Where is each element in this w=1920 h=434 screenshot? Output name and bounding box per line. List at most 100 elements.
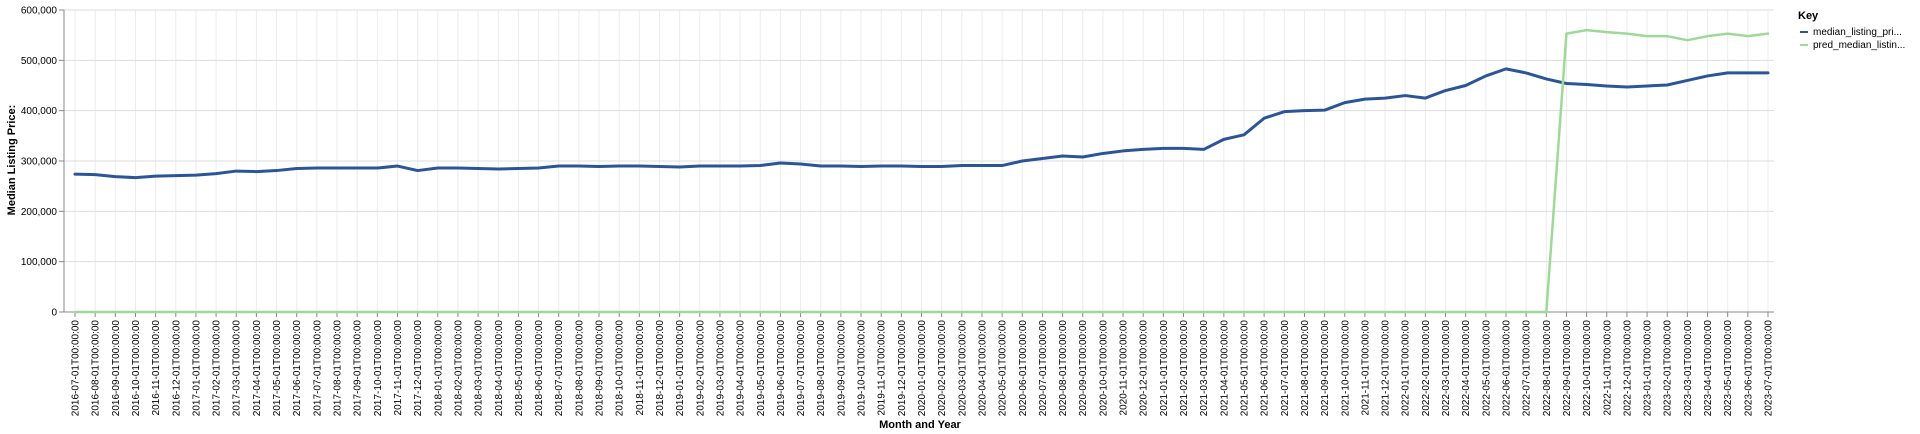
y-tick-label: 100,000 — [21, 257, 58, 268]
x-tick-label: 2017-05-01T00:00:00 — [272, 320, 283, 417]
x-tick-label: 2017-08-01T00:00:00 — [333, 320, 344, 417]
x-tick-label: 2018-05-01T00:00:00 — [514, 320, 525, 417]
x-tick-label: 2022-07-01T00:00:00 — [1522, 320, 1533, 417]
x-tick-label: 2022-06-01T00:00:00 — [1501, 320, 1512, 417]
x-tick-label: 2017-01-01T00:00:00 — [191, 320, 202, 417]
x-tick-label: 2020-12-01T00:00:00 — [1139, 320, 1150, 417]
x-tick-label: 2016-08-01T00:00:00 — [91, 320, 102, 417]
x-tick-label: 2019-08-01T00:00:00 — [816, 320, 827, 417]
x-tick-label: 2016-12-01T00:00:00 — [171, 320, 182, 417]
x-tick-label: 2018-08-01T00:00:00 — [574, 320, 585, 417]
x-tick-label: 2017-03-01T00:00:00 — [232, 320, 243, 417]
x-axis: 2016-07-01T00:00:00 2016-08-01T00:00:00 20… — [64, 311, 1775, 417]
x-tick-label: 2022-12-01T00:00:00 — [1622, 320, 1633, 417]
x-tick-label: 2019-05-01T00:00:00 — [756, 320, 767, 417]
x-tick-label: 2022-01-01T00:00:00 — [1401, 320, 1412, 417]
x-tick-label: 2022-10-01T00:00:00 — [1582, 320, 1593, 417]
x-tick-label: 2022-04-01T00:00:00 — [1461, 320, 1472, 417]
x-tick-label: 2023-03-01T00:00:00 — [1683, 320, 1694, 417]
x-tick-label: 2021-06-01T00:00:00 — [1260, 320, 1271, 417]
x-tick-label: 2017-04-01T00:00:00 — [252, 320, 263, 417]
x-tick-label: 2016-11-01T00:00:00 — [151, 320, 162, 416]
legend-title: Key — [1798, 10, 1819, 22]
x-tick-label: 2017-02-01T00:00:00 — [212, 320, 223, 417]
x-tick-label: 2020-01-01T00:00:00 — [917, 320, 928, 417]
series-line-1 — [73, 28, 1770, 314]
x-tick-label: 2018-10-01T00:00:00 — [615, 320, 626, 417]
x-tick-label: 2016-07-01T00:00:00 — [71, 320, 82, 417]
series-lines — [73, 28, 1770, 314]
x-tick-label: 2022-09-01T00:00:00 — [1562, 320, 1573, 417]
x-tick-label: 2019-10-01T00:00:00 — [857, 320, 868, 417]
grid-lines — [64, 9, 1774, 313]
x-tick-label: 2022-11-01T00:00:00 — [1602, 320, 1613, 416]
legend-label-pred: pred_median_listin... — [1813, 40, 1905, 51]
x-tick-label: 2018-11-01T00:00:00 — [635, 320, 646, 416]
x-tick-label: 2020-11-01T00:00:00 — [1119, 320, 1130, 416]
x-tick-label: 2017-12-01T00:00:00 — [413, 320, 424, 417]
x-tick-label: 2020-03-01T00:00:00 — [957, 320, 968, 417]
x-tick-label: 2021-12-01T00:00:00 — [1381, 320, 1392, 417]
x-tick-label: 2022-02-01T00:00:00 — [1421, 320, 1432, 417]
x-tick-label: 2021-01-01T00:00:00 — [1159, 320, 1170, 417]
legend: Key median_listing_pri... pred_median_li… — [1798, 10, 1905, 51]
x-tick-label: 2019-04-01T00:00:00 — [736, 320, 747, 417]
x-tick-label: 2021-08-01T00:00:00 — [1300, 320, 1311, 417]
x-tick-label: 2018-02-01T00:00:00 — [453, 320, 464, 417]
x-tick-label: 2019-01-01T00:00:00 — [675, 320, 686, 417]
y-tick-label: 400,000 — [21, 106, 58, 117]
x-tick-label: 2020-05-01T00:00:00 — [998, 320, 1009, 417]
legend-label-median: median_listing_pri... — [1813, 27, 1902, 38]
x-tick-label: 2021-11-01T00:00:00 — [1360, 320, 1371, 416]
x-tick-label: 2023-07-01T00:00:00 — [1764, 320, 1775, 417]
x-tick-label: 2023-01-01T00:00:00 — [1643, 320, 1654, 417]
y-tick-label: 0 — [51, 308, 57, 319]
x-tick-label: 2020-02-01T00:00:00 — [937, 320, 948, 417]
x-tick-label: 2018-07-01T00:00:00 — [554, 320, 565, 417]
x-tick-label: 2016-10-01T00:00:00 — [131, 320, 142, 417]
x-tick-label: 2017-10-01T00:00:00 — [373, 320, 384, 417]
x-tick-label: 2023-04-01T00:00:00 — [1703, 320, 1714, 417]
x-tick-label: 2021-04-01T00:00:00 — [1219, 320, 1230, 417]
x-tick-label: 2019-07-01T00:00:00 — [796, 320, 807, 417]
y-tick-label: 200,000 — [21, 207, 58, 218]
x-tick-label: 2018-12-01T00:00:00 — [655, 320, 666, 417]
x-tick-label: 2021-10-01T00:00:00 — [1340, 320, 1351, 417]
y-axis: 0 100,000 200,000 300,000 400,000 500,000 600,… — [21, 6, 65, 319]
x-tick-label: 2017-09-01T00:00:00 — [353, 320, 364, 417]
x-tick-label: 2021-02-01T00:00:00 — [1179, 320, 1190, 417]
series-line-0 — [73, 67, 1770, 180]
x-tick-label: 2019-11-01T00:00:00 — [877, 320, 888, 416]
x-tick-label: 2019-06-01T00:00:00 — [776, 320, 787, 417]
x-tick-label: 2020-07-01T00:00:00 — [1038, 320, 1049, 417]
x-tick-label: 2020-06-01T00:00:00 — [1018, 320, 1029, 417]
x-tick-label: 2019-09-01T00:00:00 — [836, 320, 847, 417]
x-axis-title: Month and Year — [879, 419, 961, 431]
y-tick-label: 500,000 — [21, 56, 58, 67]
x-tick-label: 2018-01-01T00:00:00 — [433, 320, 444, 417]
y-tick-label: 600,000 — [21, 6, 58, 17]
x-tick-label: 2019-03-01T00:00:00 — [715, 320, 726, 417]
x-tick-label: 2020-10-01T00:00:00 — [1098, 320, 1109, 417]
x-tick-label: 2017-07-01T00:00:00 — [312, 320, 323, 417]
x-tick-label: 2020-09-01T00:00:00 — [1078, 320, 1089, 417]
x-tick-label: 2021-05-01T00:00:00 — [1239, 320, 1250, 417]
x-tick-label: 2018-03-01T00:00:00 — [474, 320, 485, 417]
x-tick-label: 2022-03-01T00:00:00 — [1441, 320, 1452, 417]
x-tick-label: 2018-06-01T00:00:00 — [534, 320, 545, 417]
x-tick-label: 2022-05-01T00:00:00 — [1481, 320, 1492, 417]
y-axis-title: Median Listing Price: — [6, 105, 18, 216]
x-tick-label: 2018-04-01T00:00:00 — [494, 320, 505, 417]
y-tick-label: 300,000 — [21, 157, 58, 168]
x-tick-label: 2021-09-01T00:00:00 — [1320, 320, 1331, 417]
x-tick-label: 2019-12-01T00:00:00 — [897, 320, 908, 417]
x-tick-label: 2021-07-01T00:00:00 — [1280, 320, 1291, 417]
x-tick-label: 2016-09-01T00:00:00 — [111, 320, 122, 417]
x-tick-label: 2020-08-01T00:00:00 — [1058, 320, 1069, 417]
x-tick-label: 2020-04-01T00:00:00 — [977, 320, 988, 417]
x-tick-label: 2018-09-01T00:00:00 — [595, 320, 606, 417]
x-tick-label: 2023-05-01T00:00:00 — [1723, 320, 1734, 417]
x-tick-label: 2017-11-01T00:00:00 — [393, 320, 404, 416]
x-tick-label: 2023-02-01T00:00:00 — [1663, 320, 1674, 417]
